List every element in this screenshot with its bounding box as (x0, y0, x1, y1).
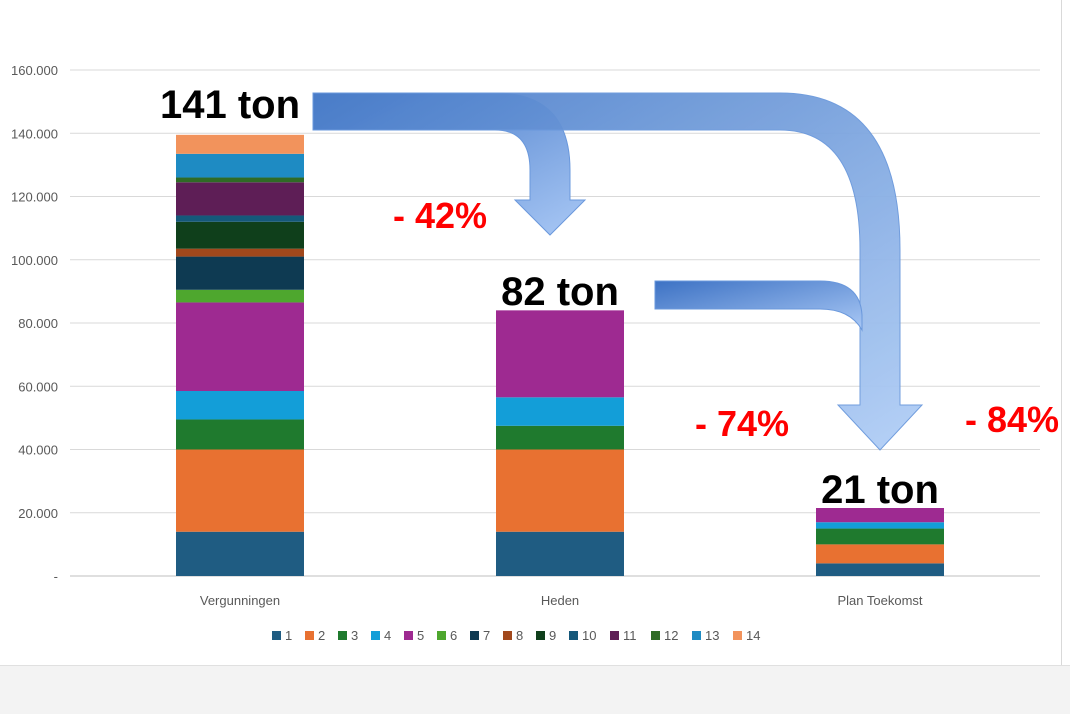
bar-segment-series-5 (496, 310, 624, 398)
y-tick-label: 60.000 (18, 379, 58, 394)
bar-segment-series-2 (176, 449, 304, 532)
legend: 1 2 3 4 5 6 7 8 9 10 11 12 13 14 (272, 628, 760, 643)
y-tick-label: 100.000 (11, 253, 58, 268)
legend-swatch (651, 631, 660, 640)
bar-segment-series-4 (176, 390, 304, 420)
legend-label: 10 (582, 628, 596, 643)
x-category-label: Heden (541, 593, 579, 608)
y-tick-label: 40.000 (18, 443, 58, 458)
bar-segment-series-4 (496, 397, 624, 426)
stacked-bar-chart: - 20.000 40.000 60.000 80.000 100.000 120.000 1… (11, 63, 1059, 643)
y-tick-label: 120.000 (11, 190, 58, 205)
change-label-heden-to-plan: - 74% (695, 403, 789, 444)
legend-label: 13 (705, 628, 719, 643)
bar-segment-series-9 (176, 221, 304, 249)
annotations: 141 ton 82 ton 21 ton - 42% - 74% - 84% (160, 83, 1059, 512)
bar-segment-series-8 (176, 248, 304, 257)
legend-label: 14 (746, 628, 760, 643)
legend-swatch (305, 631, 314, 640)
chart-area: - 20.000 40.000 60.000 80.000 100.000 120.000 1… (11, 63, 1060, 643)
y-axis-ticks: - 20.000 40.000 60.000 80.000 100.000 120.000 1… (11, 63, 58, 584)
legend-swatch (610, 631, 619, 640)
legend-swatch (371, 631, 380, 640)
y-tick-label: 80.000 (18, 316, 58, 331)
arrow-vergunningen-to-plan (312, 92, 924, 451)
bar-segment-series-5 (816, 508, 944, 523)
bar-segment-series-3 (816, 528, 944, 545)
bars (176, 134, 944, 576)
legend-swatch (569, 631, 578, 640)
legend-label: 9 (549, 628, 556, 643)
bar-segment-series-3 (176, 419, 304, 450)
legend-label: 7 (483, 628, 490, 643)
bar-segment-series-13 (176, 153, 304, 178)
bar-segment-series-1 (816, 563, 944, 576)
legend-swatch (437, 631, 446, 640)
legend-label: 11 (623, 628, 637, 643)
legend-label: 12 (664, 628, 678, 643)
y-tick-label: 140.000 (11, 126, 58, 141)
bar-segment-series-14 (176, 134, 304, 154)
total-label-vergunningen: 141 ton (160, 83, 300, 127)
x-axis-categories: Vergunningen Heden Plan Toekomst (200, 593, 923, 608)
bar-segment-series-5 (176, 302, 304, 391)
y-tick-label: - (54, 569, 58, 584)
bar-segment-series-1 (496, 531, 624, 576)
legend-swatch (404, 631, 413, 640)
legend-swatch (338, 631, 347, 640)
x-category-label: Plan Toekomst (837, 593, 922, 608)
legend-swatch (733, 631, 742, 640)
right-scroll-edge (1061, 0, 1070, 665)
bar-segment-series-7 (176, 256, 304, 290)
bar-segment-series-6 (176, 289, 304, 303)
legend-label: 5 (417, 628, 424, 643)
bar-segment-series-1 (176, 531, 304, 576)
bar-segment-series-11 (176, 182, 304, 216)
bar-segment-series-2 (496, 449, 624, 532)
legend-label: 6 (450, 628, 457, 643)
change-label-heden: - 42% (393, 195, 487, 236)
legend-swatch (272, 631, 281, 640)
bar-segment-series-3 (496, 425, 624, 450)
arrow-heden-to-plan (654, 280, 863, 332)
legend-swatch (503, 631, 512, 640)
bar-segment-series-12 (176, 177, 304, 183)
x-category-label: Vergunningen (200, 593, 280, 608)
legend-label: 8 (516, 628, 523, 643)
bottom-panel (0, 665, 1070, 714)
bar-segment-series-4 (816, 522, 944, 529)
total-label-heden: 82 ton (501, 270, 619, 314)
legend-swatch (536, 631, 545, 640)
change-label-vergunningen-to-plan: - 84% (965, 399, 1059, 440)
legend-label: 4 (384, 628, 391, 643)
y-tick-label: 160.000 (11, 63, 58, 78)
legend-label: 1 (285, 628, 292, 643)
bar-segment-series-2 (816, 544, 944, 564)
annotation-arrows (312, 92, 924, 451)
legend-label: 2 (318, 628, 325, 643)
legend-swatch (692, 631, 701, 640)
y-tick-label: 20.000 (18, 506, 58, 521)
legend-swatch (470, 631, 479, 640)
bar-segment-series-10 (176, 215, 304, 222)
total-label-plan-toekomst: 21 ton (821, 468, 939, 512)
legend-label: 3 (351, 628, 358, 643)
